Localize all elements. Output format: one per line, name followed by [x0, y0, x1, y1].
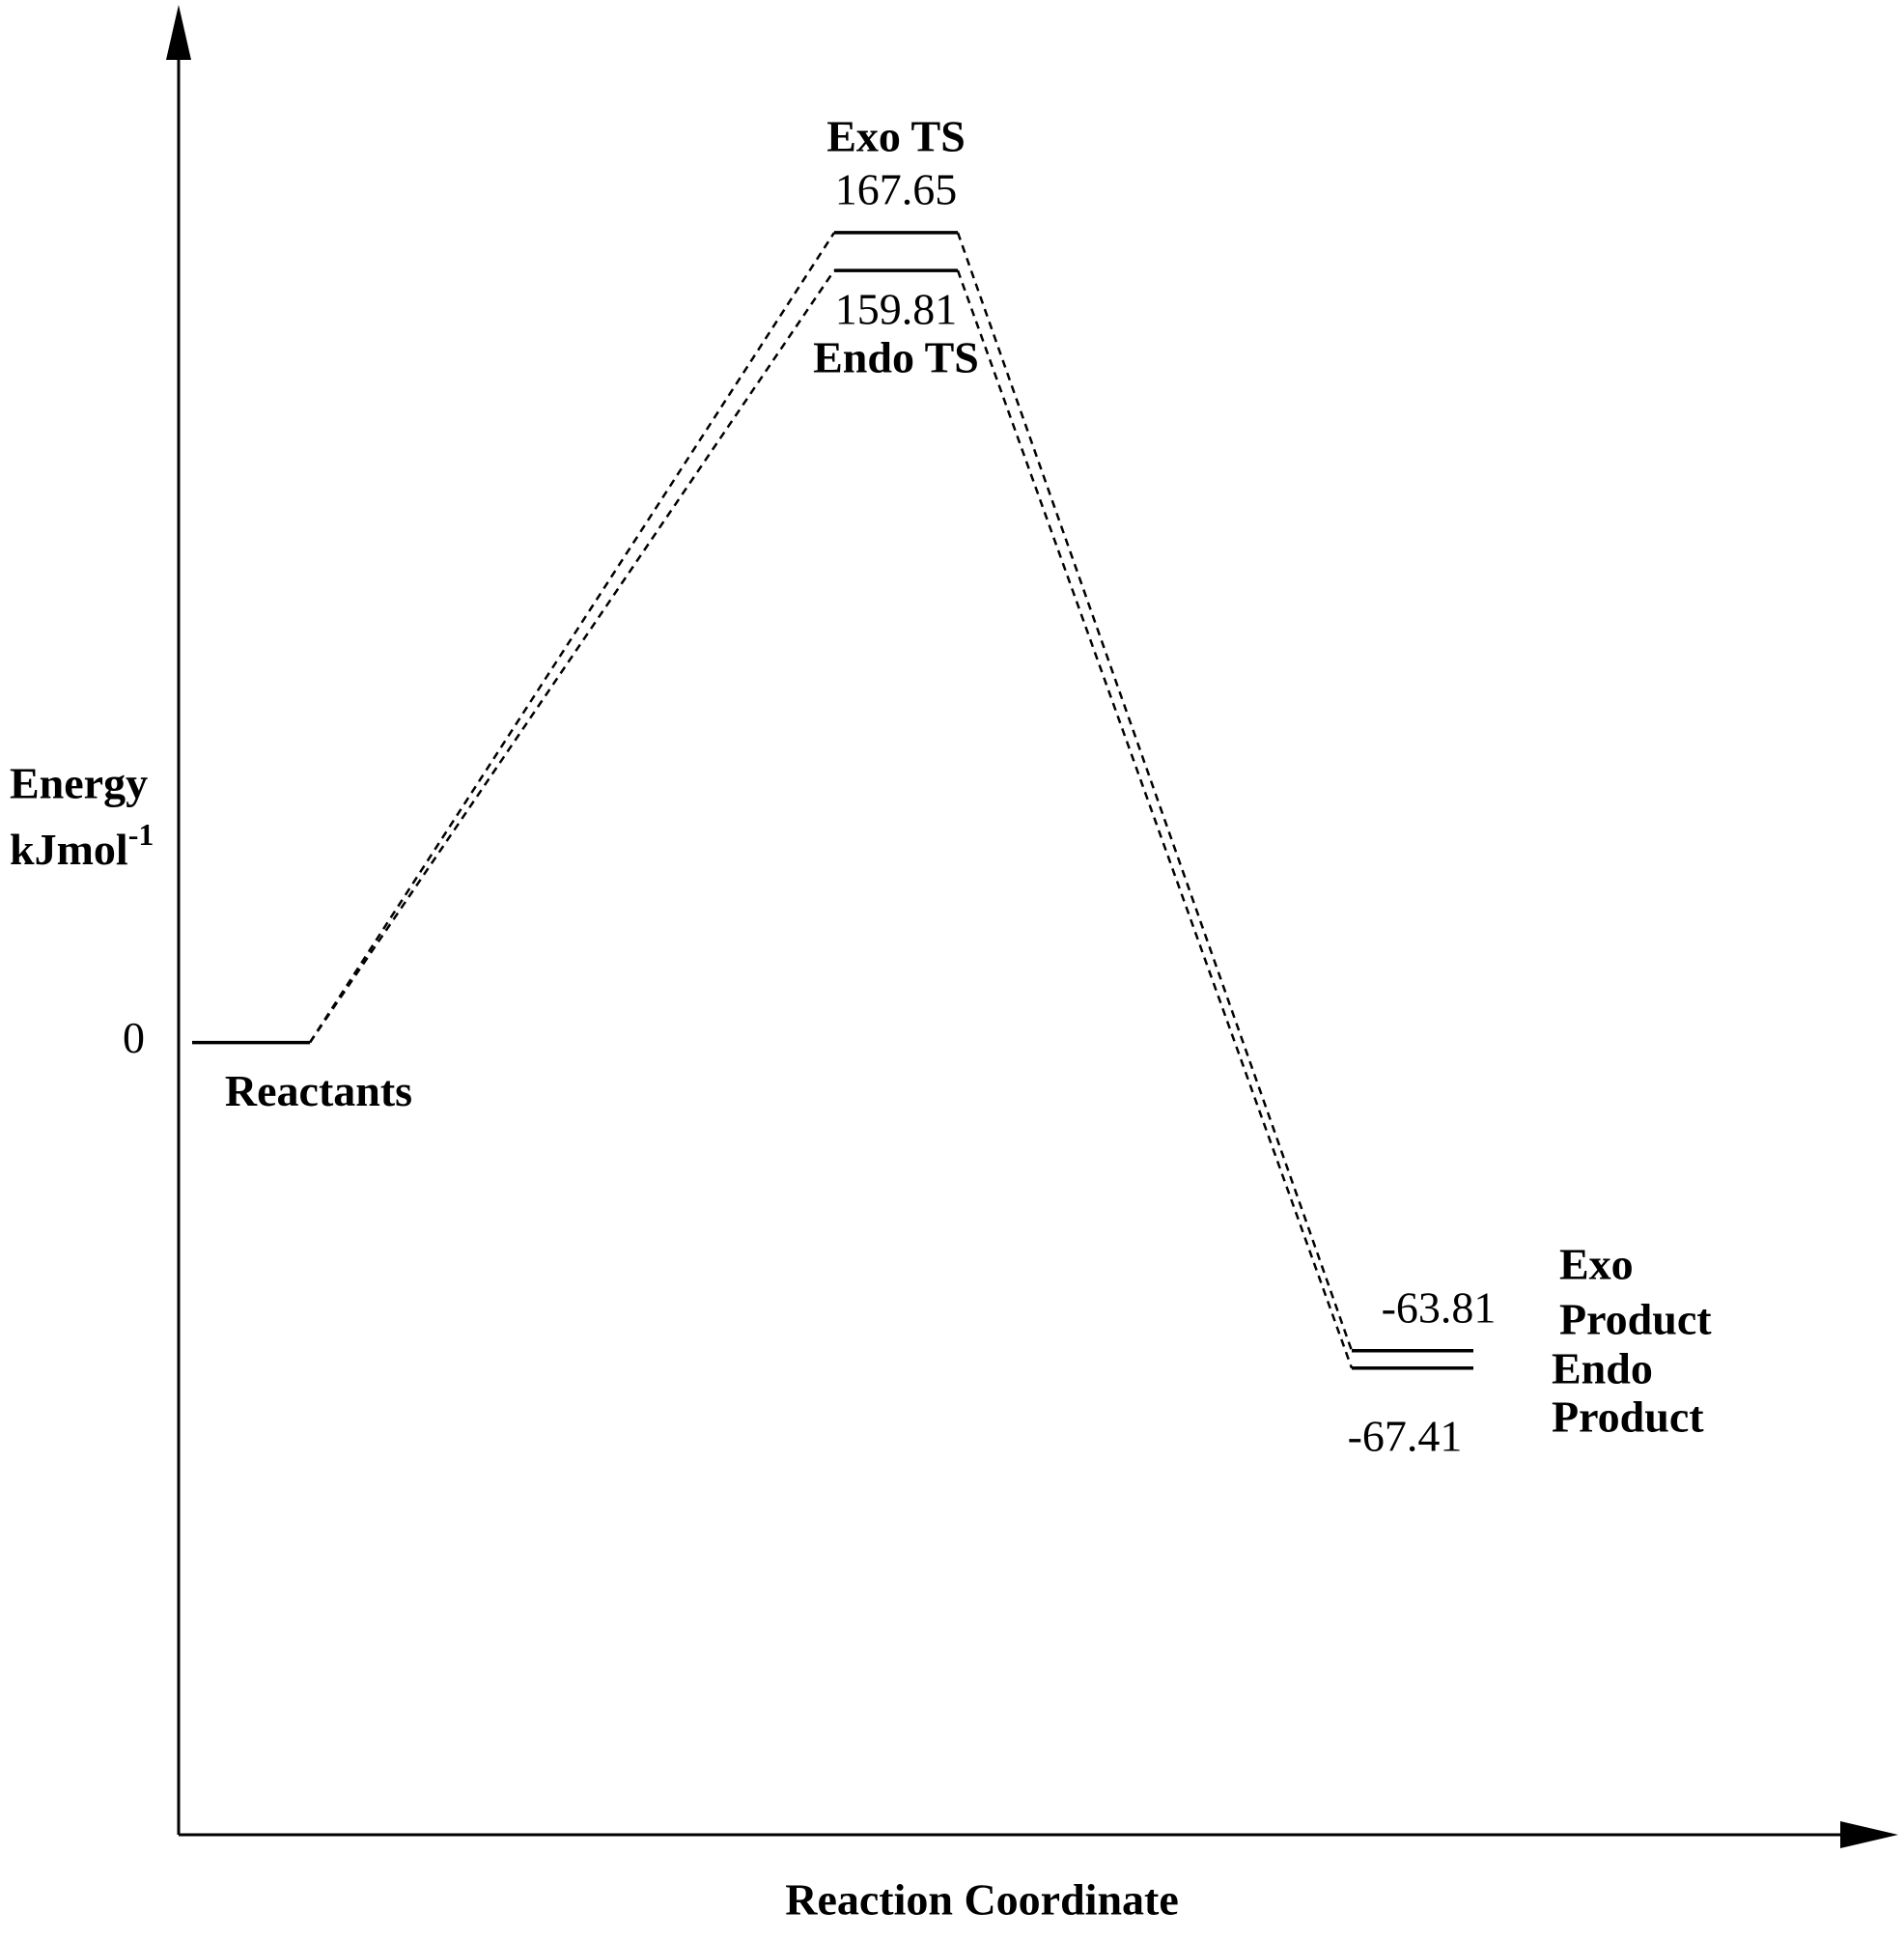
- value-label: 159.81: [835, 285, 958, 334]
- level-name: Endo: [1552, 1343, 1653, 1392]
- y-axis-arrow: [166, 5, 191, 60]
- y-axis-label: kJmol-1: [10, 817, 154, 873]
- level-name: Reactants: [225, 1066, 412, 1115]
- y-tick-label: 0: [123, 1013, 145, 1062]
- connector: [956, 232, 1354, 1352]
- level-name: Exo: [1559, 1239, 1634, 1288]
- y-axis-label-sup: -1: [128, 817, 154, 852]
- level-name: Exo TS: [826, 111, 966, 160]
- level-name: Product: [1552, 1392, 1704, 1441]
- y-axis-label: Energy: [10, 759, 148, 808]
- x-axis-label: Reaction Coordinate: [785, 1875, 1179, 1925]
- level-name: Product: [1559, 1294, 1712, 1343]
- connector: [308, 269, 836, 1044]
- connector: [956, 269, 1354, 1369]
- x-axis-arrow: [1840, 1821, 1898, 1848]
- connector: [308, 232, 836, 1044]
- level-name: Endo TS: [813, 333, 979, 382]
- value-label: 167.65: [835, 164, 958, 213]
- y-axis-label-unit: kJmol: [10, 825, 128, 874]
- value-label: -63.81: [1382, 1282, 1497, 1332]
- value-label: -67.41: [1348, 1411, 1463, 1460]
